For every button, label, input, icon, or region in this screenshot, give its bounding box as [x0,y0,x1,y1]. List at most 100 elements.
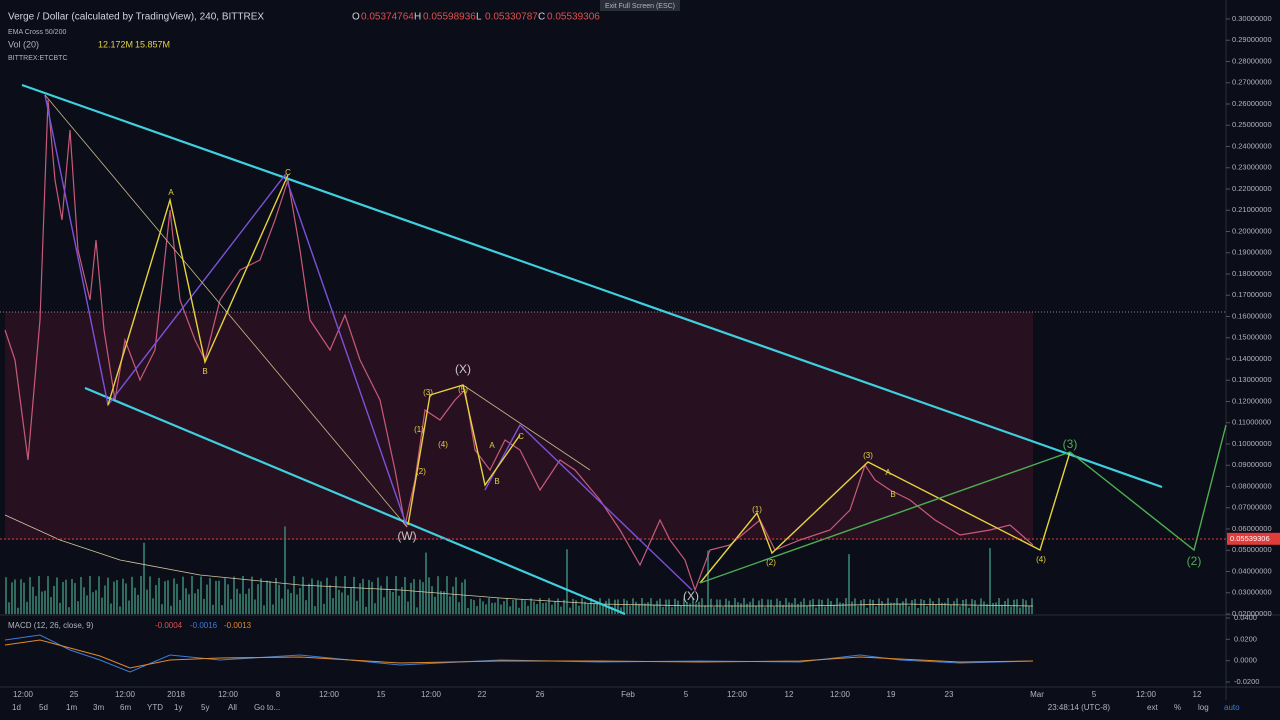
volume-bar [617,599,619,614]
option-button[interactable]: auto [1224,703,1240,712]
volume-bar [467,607,469,614]
volume-bar [71,578,73,614]
volume-bar [341,592,343,614]
volume-bar [263,605,265,614]
range-button[interactable]: 1d [12,703,21,712]
wave-line [699,451,1071,584]
price-tick-label: 0.10000000 [1232,439,1272,448]
volume-bar [653,605,655,614]
volume-bar [107,577,109,614]
volume-bar [878,598,880,614]
volume-bar [680,605,682,614]
clock: 23:48:14 (UTC-8) [1048,703,1111,712]
volume-bar [347,595,349,614]
range-button[interactable]: 1m [66,703,77,712]
macd-title[interactable]: MACD (12, 26, close, 9) [8,621,94,630]
price-tick-label: 0.15000000 [1232,333,1272,342]
range-button[interactable]: 1y [174,703,182,712]
volume-value: 12.172M [98,39,133,49]
volume-bar [614,599,616,614]
volume-bar [227,584,229,614]
volume-bar [428,577,430,614]
volume-bar [431,586,433,614]
volume-bar [458,602,460,614]
volume-bar [284,526,286,614]
wave-line [407,384,521,526]
range-button[interactable]: All [228,703,237,712]
volume-bar [749,601,751,614]
volume-bar [857,605,859,614]
volume-bar [557,598,559,614]
volume-bar [1016,599,1018,614]
volume-bar [539,598,541,614]
price-tick-label: 0.14000000 [1232,354,1272,363]
volume-bar [311,578,313,614]
range-button[interactable]: 5d [39,703,48,712]
volume-bar [899,604,901,614]
time-tick-label: 12:00 [727,690,748,699]
volume-bar [788,602,790,614]
volume-bar [314,606,316,614]
volume-bar [362,578,364,614]
volume-bar [815,607,817,614]
price-tick-label: 0.23000000 [1232,163,1272,172]
volume-bar [335,576,337,614]
volume-bar [638,603,640,614]
volume-bar [536,604,538,614]
time-tick-label: 23 [945,690,954,699]
current-price-tag [1227,532,1280,545]
fullscreen-hint[interactable]: Exit Full Screen (ESC) [605,3,675,10]
indicator-label[interactable]: Vol (20) [8,39,39,49]
volume-bar [308,583,310,614]
volume-bar [953,601,955,614]
price-tick-label: 0.08000000 [1232,481,1272,490]
option-button[interactable]: log [1198,703,1209,712]
option-button[interactable]: % [1174,703,1181,712]
volume-bar [38,576,40,614]
symbol-title[interactable]: Verge / Dollar (calculated by TradingVie… [8,12,264,23]
volume-bar [737,602,739,614]
volume-bar [884,604,886,614]
range-button[interactable]: 6m [120,703,131,712]
wave-label: B [890,490,895,499]
wave-label: A [489,441,495,450]
wave-label: (3) [1063,437,1078,451]
wave-label: B [494,477,499,486]
time-tick-label: 26 [536,690,545,699]
volume-bar [326,577,328,614]
price-tick-label: 0.17000000 [1232,290,1272,299]
volume-bar [947,598,949,614]
volume-bar [278,584,280,614]
volume-bar [332,597,334,614]
volume-bar [218,580,220,614]
volume-bar [293,576,295,614]
price-tick-label: 0.18000000 [1232,269,1272,278]
indicator-label[interactable]: BITTREX:ETCBTC [8,55,68,62]
volume-bar [833,604,835,614]
volume-bar [548,598,550,614]
volume-bar [245,593,247,614]
range-button[interactable]: Go to... [254,703,280,712]
wave-label: (W) [397,529,416,543]
volume-bar [935,604,937,614]
macd-value: -0.0013 [224,621,252,630]
range-button[interactable]: 3m [93,703,104,712]
volume-bar [860,600,862,614]
volume-bar [377,577,379,614]
ohlc-key: O [352,12,360,23]
price-tick-label: 0.07000000 [1232,503,1272,512]
volume-bar [818,599,820,614]
volume-bar [929,598,931,614]
range-button[interactable]: 5y [201,703,209,712]
time-tick-label: 12 [1193,690,1202,699]
volume-bar [905,598,907,614]
volume-bar [938,598,940,614]
price-tick-label: 0.26000000 [1232,99,1272,108]
indicator-label[interactable]: EMA Cross 50/200 [8,29,66,36]
volume-bar [746,603,748,614]
option-button[interactable]: ext [1147,703,1158,712]
volume-bar [773,606,775,614]
volume-bar [374,603,376,614]
range-button[interactable]: YTD [147,703,163,712]
volume-bar [53,585,55,614]
